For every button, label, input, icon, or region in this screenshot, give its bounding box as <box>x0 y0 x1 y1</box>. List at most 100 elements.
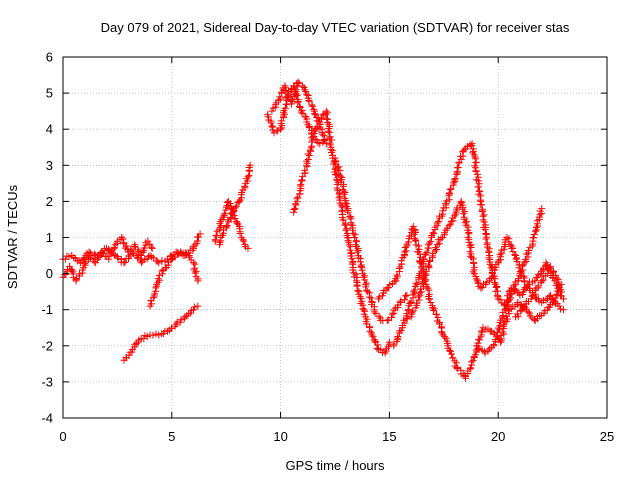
data-point-interp <box>114 254 122 262</box>
y-tick-label: 3 <box>46 158 53 173</box>
y-tick-label: -1 <box>41 302 53 317</box>
data-point-interp <box>113 253 121 261</box>
data-point-interp <box>417 288 425 296</box>
data-point-interp <box>393 334 401 342</box>
data-point-interp <box>474 279 482 287</box>
data-point-interp <box>294 98 302 106</box>
data-point-interp <box>303 157 311 165</box>
data-point-interp <box>314 114 322 122</box>
data-point <box>494 295 502 303</box>
y-tick-label: -3 <box>41 374 53 389</box>
data-point-interp <box>134 246 142 254</box>
data-point-interp <box>281 104 289 112</box>
data-point-interp <box>520 272 528 280</box>
data-point <box>246 161 254 169</box>
data-point-interp <box>272 101 280 109</box>
data-point-interp <box>75 270 83 278</box>
data-point-interp <box>401 292 409 300</box>
data-point-interp <box>418 264 426 272</box>
data-point-interp <box>490 341 498 349</box>
data-point-interp <box>495 322 503 330</box>
data-point-interp <box>292 86 300 94</box>
data-point-interp <box>298 106 306 114</box>
data-point-interp <box>490 279 498 287</box>
data-point-interp <box>189 243 197 251</box>
data-point-interp <box>495 257 503 265</box>
data-point-interp <box>468 253 476 261</box>
data-point-interp <box>212 231 220 239</box>
data-point-interp <box>399 254 407 262</box>
data-point-interp <box>469 268 477 276</box>
data-point-interp <box>326 133 334 141</box>
x-tick-label: 20 <box>491 429 505 444</box>
data-point-interp <box>320 132 328 140</box>
data-point-interp <box>486 275 494 283</box>
data-point-interp <box>221 210 229 218</box>
data-point-interp <box>423 248 431 256</box>
data-point-interp <box>230 212 238 220</box>
data-point-interp <box>484 243 492 251</box>
data-point-interp <box>346 246 354 254</box>
data-point-interp <box>361 307 369 315</box>
data-point-interp <box>154 275 162 283</box>
data-point-interp <box>80 255 88 263</box>
data-point-interp <box>158 267 166 275</box>
data-point-interp <box>324 109 332 117</box>
data-point <box>555 302 563 310</box>
data-point-interp <box>303 90 311 98</box>
data-point-interp <box>347 221 355 229</box>
data-point <box>148 244 156 252</box>
data-point-interp <box>420 283 428 291</box>
y-tick-label: 6 <box>46 50 53 65</box>
data-point-interp <box>433 310 441 318</box>
data-point-interp <box>548 294 556 302</box>
data-point-interp <box>478 208 486 216</box>
data-point <box>470 353 478 361</box>
data-point <box>120 259 128 267</box>
data-point-interp <box>388 310 396 318</box>
data-point-interp <box>549 274 557 282</box>
data-point-interp <box>324 127 332 135</box>
data-point-interp <box>474 177 482 185</box>
data-point-interp <box>435 240 443 248</box>
y-axis-label: SDTVAR / TECUs <box>5 184 20 289</box>
data-point-interp <box>274 127 282 135</box>
data-point <box>559 306 567 314</box>
data-point-interp <box>554 276 562 284</box>
data-point-interp <box>361 276 369 284</box>
data-point-interp <box>167 256 175 264</box>
data-point-interp <box>473 176 481 184</box>
data-point <box>357 262 365 270</box>
data-point <box>401 248 409 256</box>
y-tick-label: 2 <box>46 194 53 209</box>
data-point-interp <box>369 333 377 341</box>
data-point-interp <box>416 289 424 297</box>
data-point-interp <box>421 250 429 258</box>
data-point-interp <box>296 103 304 111</box>
data-point <box>520 259 528 267</box>
data-point-interp <box>353 282 361 290</box>
data-point-interp <box>220 211 228 219</box>
data-point-interp <box>413 280 421 288</box>
data-point-interp <box>451 175 459 183</box>
data-point <box>146 252 154 260</box>
data-point <box>235 197 243 205</box>
data-point-interp <box>365 293 373 301</box>
data-point-interp <box>483 233 491 241</box>
data-point-interp <box>244 173 252 181</box>
data-point-interp <box>327 136 335 144</box>
data-point-interp <box>441 333 449 341</box>
data-point-interp <box>511 251 519 259</box>
data-point-interp <box>509 248 517 256</box>
data-point-interp <box>375 312 383 320</box>
data-point-interp <box>409 307 417 315</box>
data-point-interp <box>223 199 231 207</box>
data-point-interp <box>191 269 199 277</box>
data-point <box>538 205 546 213</box>
data-point-interp <box>335 163 343 171</box>
data-point <box>181 313 189 321</box>
data-point-interp <box>439 207 447 215</box>
data-point <box>477 284 485 292</box>
data-point-interp <box>394 333 402 341</box>
data-point-interp <box>125 351 133 359</box>
